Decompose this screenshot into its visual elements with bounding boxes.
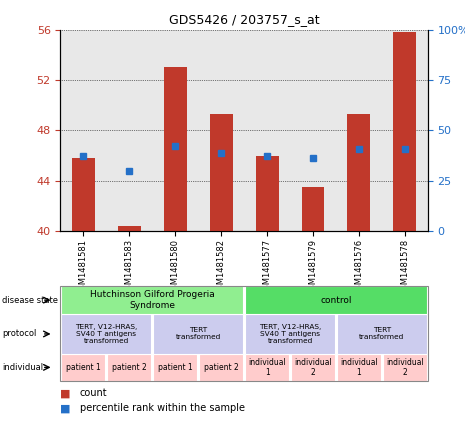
Text: percentile rank within the sample: percentile rank within the sample [80, 404, 245, 413]
Text: TERT, V12-HRAS,
SV40 T antigens
transformed: TERT, V12-HRAS, SV40 T antigens transfor… [75, 324, 138, 344]
Text: patient 1: patient 1 [158, 363, 193, 372]
Text: TERT, V12-HRAS,
SV40 T antigens
transformed: TERT, V12-HRAS, SV40 T antigens transfor… [259, 324, 321, 344]
Bar [72, 158, 95, 231]
Bar [301, 187, 325, 231]
Text: Hutchinson Gilford Progeria
Syndrome: Hutchinson Gilford Progeria Syndrome [90, 291, 215, 310]
Text: individual
1: individual 1 [248, 358, 286, 377]
Text: TERT
transformed: TERT transformed [359, 327, 405, 341]
Text: patient 2: patient 2 [204, 363, 239, 372]
Text: count: count [80, 388, 107, 398]
Bar [393, 32, 416, 231]
Text: disease state: disease state [2, 296, 58, 305]
Text: individual
2: individual 2 [294, 358, 332, 377]
Text: patient 1: patient 1 [66, 363, 101, 372]
Text: GDS5426 / 203757_s_at: GDS5426 / 203757_s_at [169, 13, 319, 26]
Text: ■: ■ [60, 404, 71, 413]
Text: protocol: protocol [2, 330, 37, 338]
Bar [164, 67, 187, 231]
Bar [210, 114, 232, 231]
Bar [347, 114, 371, 231]
Text: individual: individual [2, 363, 43, 372]
Text: TERT
transformed: TERT transformed [176, 327, 221, 341]
Text: control: control [320, 296, 352, 305]
Text: patient 2: patient 2 [112, 363, 146, 372]
Text: ■: ■ [60, 388, 71, 398]
Bar [118, 226, 141, 231]
Text: individual
2: individual 2 [386, 358, 424, 377]
Bar [256, 156, 279, 231]
Text: individual
1: individual 1 [340, 358, 378, 377]
